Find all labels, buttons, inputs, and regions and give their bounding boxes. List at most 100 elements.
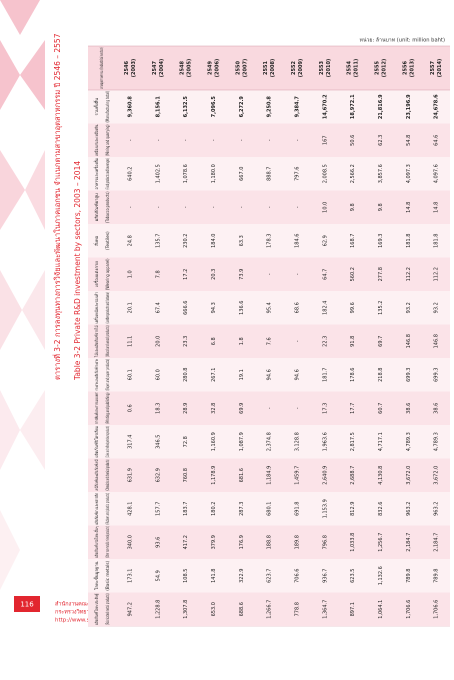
cell-value: 1,256.7	[378, 533, 384, 552]
cell-value: 1,178.9	[211, 466, 217, 485]
row-label-en: (Food products and beverages)	[105, 158, 110, 190]
cell-value: 2,688.7	[350, 466, 356, 485]
cell-value: 94.6	[294, 369, 300, 380]
cell-value: 631.9	[127, 468, 133, 482]
cell-value: 64.6	[434, 135, 440, 146]
cell-value: -	[155, 139, 161, 141]
cell-value: 64.7	[322, 269, 328, 280]
corner-label: ภาคอุตสาหกรรม (Industrial sector)	[99, 47, 105, 89]
cell-value: 178.6	[350, 368, 356, 382]
row-stripe	[88, 324, 450, 358]
cell-value: 146.8	[434, 334, 440, 348]
cell-value: -	[267, 407, 273, 409]
cell-value: 1,153.9	[322, 499, 328, 518]
cell-value: -	[267, 273, 273, 275]
page-number-box	[14, 596, 40, 612]
cell-value: 0.6	[127, 404, 133, 412]
row-stripe	[88, 391, 450, 425]
cell-value: 346.5	[155, 435, 161, 449]
cell-value: 189.8	[294, 535, 300, 549]
column-year-th: 2554	[347, 61, 353, 75]
row-label-en: (Chemicals and chemical products)	[105, 459, 110, 491]
cell-value: 1,963.6	[322, 432, 328, 451]
cell-value: 69.9	[239, 403, 245, 414]
cell-value: 182.4	[322, 301, 328, 315]
cell-value: 73.9	[239, 269, 245, 280]
cell-value: 10.0	[322, 202, 328, 213]
cell-value: 6,272.9	[239, 96, 245, 118]
cell-value: 6.8	[211, 337, 217, 345]
row-label-th: เหมืองแร่และเหมืองหิน	[94, 124, 99, 156]
cell-value: 157.7	[155, 502, 161, 516]
column-year-th: 2546	[124, 61, 130, 75]
cell-value: 95.4	[267, 302, 273, 313]
cell-value: 176.9	[239, 535, 245, 549]
cell-value: 146.8	[406, 334, 412, 348]
cell-value: 317.4	[127, 435, 133, 449]
cell-value: 4,789.3	[406, 432, 412, 451]
cell-value: -	[294, 273, 300, 275]
column-year-en: (2011)	[354, 59, 360, 78]
cell-value: 9,250.8	[267, 96, 273, 118]
cell-value: 14.8	[406, 202, 412, 213]
row-label-th: เครื่องแต่งกาย	[93, 261, 99, 287]
cell-value: 181.7	[322, 368, 328, 382]
cell-value: -	[294, 206, 300, 208]
cell-value: 184.6	[294, 234, 300, 248]
cell-value: 706.6	[294, 569, 300, 583]
cell-value: 7,096.5	[211, 96, 217, 118]
cell-value: 183.7	[183, 502, 189, 516]
cell-value: 69.7	[378, 336, 384, 347]
cell-value: 666.6	[183, 301, 189, 315]
cell-value: 20.1	[127, 302, 133, 313]
column-year-th: 2550	[235, 61, 241, 75]
cell-value: 60.0	[155, 369, 161, 380]
cell-value: 417.2	[183, 535, 189, 549]
cell-value: 93.6	[155, 537, 161, 548]
cell-value: 8,156.1	[155, 96, 161, 118]
cell-value: 112.2	[406, 267, 412, 281]
column-year-en: (2012)	[381, 59, 387, 78]
cell-value: 112.2	[434, 267, 440, 281]
cell-value: 2,640.9	[322, 466, 328, 485]
cell-value: 24,678.6	[434, 94, 440, 119]
cell-value: 691.8	[294, 502, 300, 516]
cell-value: 2,184.7	[434, 533, 440, 552]
cell-value: 681.6	[239, 468, 245, 482]
cell-value: 54.8	[406, 135, 412, 146]
cell-value: 6,132.5	[183, 96, 189, 118]
cell-value: 184.0	[211, 234, 217, 248]
column-year-en: (2005)	[187, 59, 193, 78]
cell-value: 277.8	[378, 267, 384, 281]
row-label-th: ผลิตภัณฑ์ยาสูบ	[94, 193, 100, 221]
cell-value: 23,196.9	[406, 94, 412, 119]
column-year-th: 2555	[374, 61, 380, 75]
cell-value: 340.0	[127, 535, 133, 549]
cell-value: 428.1	[127, 502, 133, 516]
row-label-en: (Paper and paper products)	[105, 359, 110, 391]
column-year-th: 2551	[263, 61, 269, 75]
cell-value: 789.8	[406, 569, 412, 583]
cell-value: 897.1	[350, 602, 356, 616]
row-label-en: (Wearing apparel)	[105, 258, 110, 290]
cell-value: 267.1	[211, 368, 217, 382]
cell-value: 832.6	[378, 502, 384, 516]
cell-value: 14.8	[434, 202, 440, 213]
cell-value: 3,672.0	[434, 466, 440, 485]
cell-value: 188.8	[267, 535, 273, 549]
unit: หน่วย: ล้านบาท (unit: million baht)	[360, 37, 445, 44]
footer-url: http://www.sti.or.th	[55, 618, 108, 624]
cell-value: 11.1	[127, 336, 133, 347]
row-label-th: โลหะขั้นมูลฐาน	[93, 561, 100, 590]
cell-value: 20.3	[211, 269, 217, 280]
column-year-en: (2014)	[437, 59, 443, 78]
cell-value: 623.5	[350, 569, 356, 583]
cell-value: 18.3	[155, 403, 161, 414]
cell-value: 1.8	[239, 337, 245, 345]
page-number: 116	[20, 601, 34, 609]
cell-value: 3,857.6	[378, 164, 384, 183]
column-year-th: 2552	[291, 61, 297, 75]
cell-value: 560.2	[350, 267, 356, 281]
cell-value: 1,132.6	[378, 566, 384, 585]
cell-value: 947.2	[127, 602, 133, 616]
